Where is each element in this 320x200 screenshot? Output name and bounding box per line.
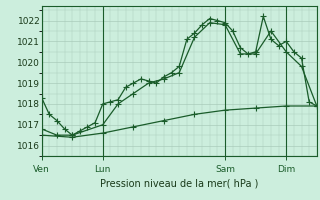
X-axis label: Pression niveau de la mer( hPa ): Pression niveau de la mer( hPa ) <box>100 178 258 188</box>
